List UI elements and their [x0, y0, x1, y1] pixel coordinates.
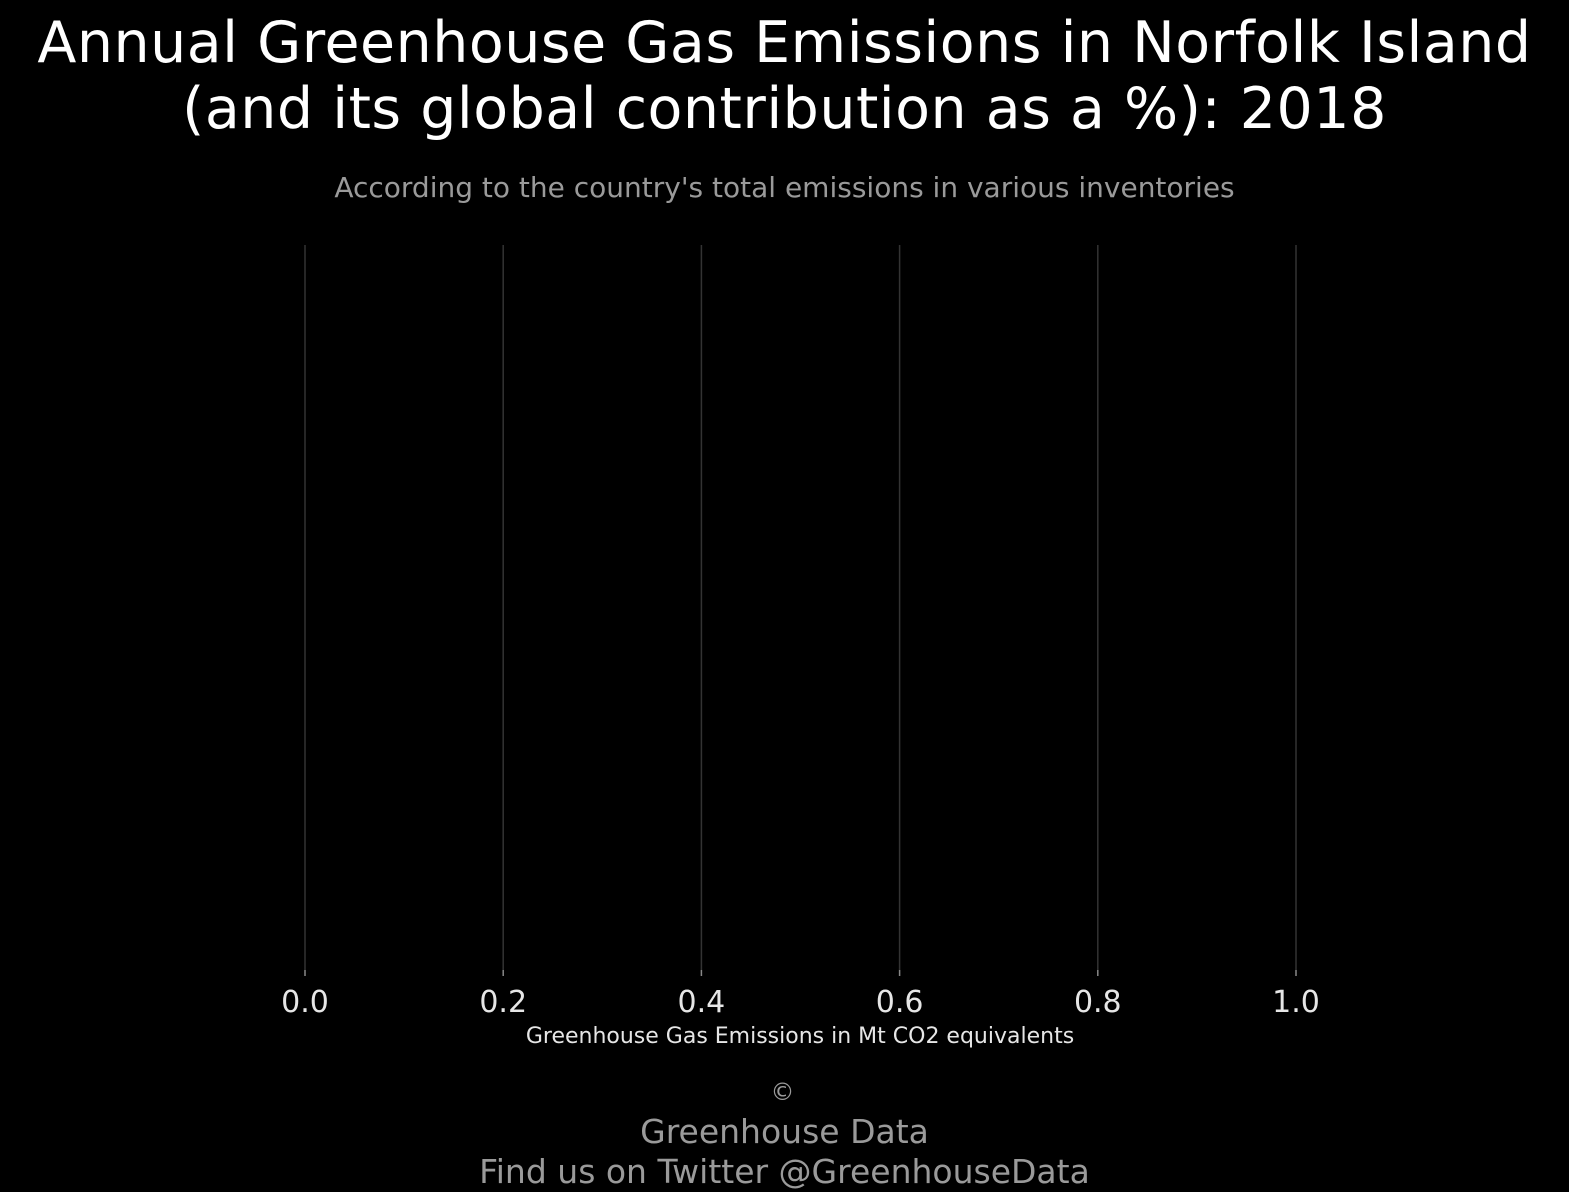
x-tick-label: 1.0: [1272, 985, 1320, 1020]
x-tick-label: 0.0: [281, 985, 329, 1020]
x-tick-label: 0.4: [678, 985, 726, 1020]
chart-subtitle: According to the country's total emissio…: [334, 171, 1235, 204]
chart-title-line2: (and its global contribution as a %): 20…: [182, 76, 1387, 142]
x-tick-label: 0.6: [876, 985, 924, 1020]
chart-title: Annual Greenhouse Gas Emissions in Norfo…: [0, 10, 1569, 142]
copyright-icon: ©: [770, 1078, 795, 1106]
x-tick-label: 0.8: [1074, 985, 1122, 1020]
footer-credit-text: Greenhouse Data: [640, 1112, 929, 1151]
chart-title-line1: Annual Greenhouse Gas Emissions in Norfo…: [37, 10, 1532, 76]
bar-chart: 0.0 0.2 0.4 0.6 0.8 1.0: [281, 245, 1320, 1020]
footer-twitter: Find us on Twitter @GreenhouseData: [479, 1152, 1090, 1191]
footer-credit: © Greenhouse Data: [0, 1072, 1569, 1152]
x-tick-label: 0.2: [479, 985, 527, 1020]
footer: © Greenhouse Data Find us on Twitter @Gre…: [0, 1072, 1569, 1192]
x-axis-label: Greenhouse Gas Emissions in Mt CO2 equiv…: [525, 1024, 1075, 1049]
